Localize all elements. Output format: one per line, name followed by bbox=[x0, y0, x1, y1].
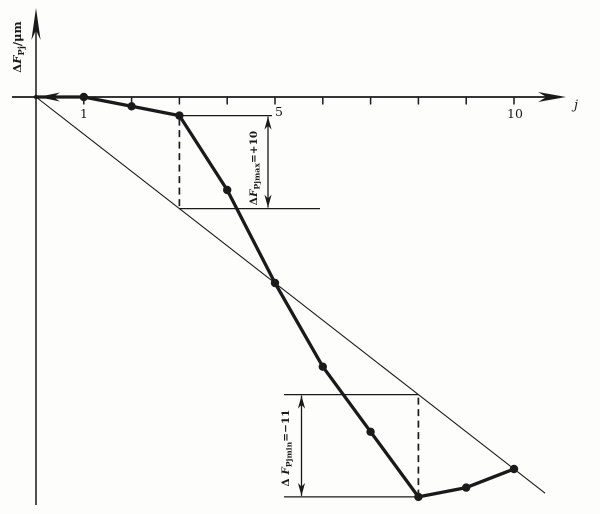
svg-text:ΔFPjmax=+10: ΔFPjmax=+10 bbox=[248, 131, 262, 205]
svg-text:ΔFPj/μm: ΔFPj/μm bbox=[10, 21, 27, 72]
data-point bbox=[318, 362, 327, 371]
data-point bbox=[366, 427, 375, 436]
x-tick-label: 10 bbox=[507, 106, 523, 121]
x-tick-label: 5 bbox=[275, 104, 283, 119]
data-point bbox=[414, 492, 423, 502]
data-point bbox=[509, 464, 519, 474]
data-point bbox=[462, 483, 471, 492]
y-axis: ΔFPj/μm bbox=[10, 8, 41, 505]
reference-line bbox=[35, 96, 546, 494]
data-point bbox=[33, 94, 39, 100]
svg-text:Δ FPjmin=−11: Δ FPjmin=−11 bbox=[280, 410, 294, 487]
data-point bbox=[223, 185, 232, 195]
annotation-min: Δ FPjmin=−11 bbox=[280, 393, 420, 498]
data-point bbox=[175, 111, 184, 120]
data-point bbox=[270, 278, 280, 288]
x-tick-label: 1 bbox=[80, 106, 88, 121]
data-point bbox=[79, 92, 89, 102]
x-axis: 1 5 10 j bbox=[12, 92, 578, 121]
data-point bbox=[127, 102, 136, 111]
annotation-max: ΔFPjmax=+10 bbox=[178, 114, 320, 210]
deviation-curve bbox=[33, 92, 519, 502]
x-axis-label: j bbox=[571, 98, 578, 113]
